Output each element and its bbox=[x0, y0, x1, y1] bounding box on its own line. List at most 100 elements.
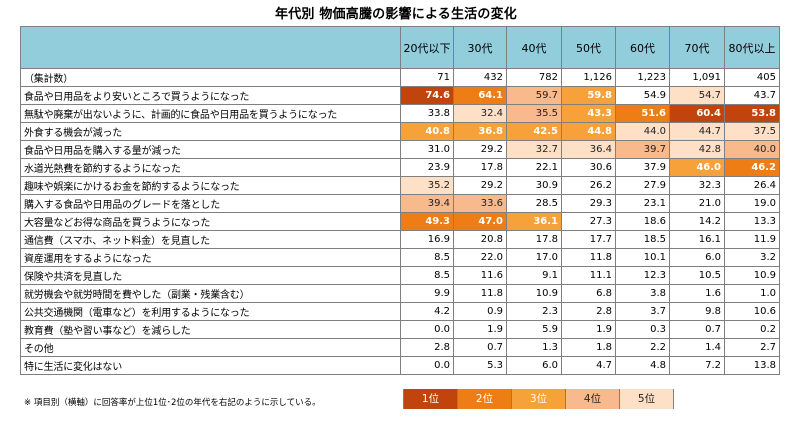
value-cell: 8.5 bbox=[400, 248, 454, 267]
table-row: 大容量などお得な商品を買うようになった 49.3 47.0 36.1 27.3 18.6 1… bbox=[20, 212, 780, 231]
count-label: （集計数） bbox=[20, 68, 401, 87]
value-cell: 11.6 bbox=[453, 266, 507, 285]
count-cell: 1,223 bbox=[615, 68, 670, 87]
value-cell: 28.5 bbox=[506, 194, 562, 213]
value-cell: 26.2 bbox=[561, 176, 616, 195]
value-cell: 30.6 bbox=[561, 158, 616, 177]
value-cell: 29.3 bbox=[561, 194, 616, 213]
value-cell: 4.2 bbox=[400, 302, 454, 321]
value-cell: 1.8 bbox=[561, 338, 616, 357]
column-header: 30代 bbox=[453, 26, 507, 69]
value-cell: 54.9 bbox=[615, 86, 670, 105]
column-header: 50代 bbox=[561, 26, 616, 69]
value-cell: 51.6 bbox=[615, 104, 670, 123]
row-label: 購入する食品や日用品のグレードを落とした bbox=[20, 194, 401, 213]
value-cell: 35.5 bbox=[506, 104, 562, 123]
value-cell: 9.9 bbox=[400, 284, 454, 303]
value-cell: 39.4 bbox=[400, 194, 454, 213]
value-cell: 27.9 bbox=[615, 176, 670, 195]
table-row: その他 2.8 0.7 1.3 1.8 2.2 1.4 2.7 bbox=[20, 338, 780, 357]
value-cell: 10.9 bbox=[724, 266, 780, 285]
legend-rank1: 1位 bbox=[404, 389, 458, 409]
value-cell: 10.9 bbox=[506, 284, 562, 303]
value-cell: 31.0 bbox=[400, 140, 454, 159]
value-cell: 0.2 bbox=[724, 320, 780, 339]
value-cell: 42.8 bbox=[669, 140, 725, 159]
value-cell: 19.0 bbox=[724, 194, 780, 213]
value-cell: 23.1 bbox=[615, 194, 670, 213]
value-cell: 36.8 bbox=[453, 122, 507, 141]
column-header: 40代 bbox=[506, 26, 562, 69]
value-cell: 0.7 bbox=[453, 338, 507, 357]
row-label: 無駄や廃棄が出ないように、計画的に食品や日用品を買うようになった bbox=[20, 104, 401, 123]
value-cell: 32.4 bbox=[453, 104, 507, 123]
value-cell: 46.2 bbox=[724, 158, 780, 177]
value-cell: 59.7 bbox=[506, 86, 562, 105]
table-row: 趣味や娯楽にかけるお金を節約するようになった 35.2 29.2 30.9 26.2 27… bbox=[20, 176, 780, 195]
value-cell: 9.1 bbox=[506, 266, 562, 285]
value-cell: 59.8 bbox=[561, 86, 616, 105]
value-cell: 5.9 bbox=[506, 320, 562, 339]
value-cell: 39.7 bbox=[615, 140, 670, 159]
value-cell: 3.8 bbox=[615, 284, 670, 303]
value-cell: 5.3 bbox=[453, 356, 507, 375]
value-cell: 47.0 bbox=[453, 212, 507, 231]
row-label: 教育費（塾や習い事など）を減らした bbox=[20, 320, 401, 339]
row-label: 保険や共済を見直した bbox=[20, 266, 401, 285]
legend-rank5: 5位 bbox=[620, 389, 674, 409]
count-cell: 71 bbox=[400, 68, 454, 87]
value-cell: 32.3 bbox=[669, 176, 725, 195]
value-cell: 1.0 bbox=[724, 284, 780, 303]
table-row: 就労機会や就労時間を費やした（副業・残業含む） 9.9 11.8 10.9 6.8 3.8… bbox=[20, 284, 780, 303]
value-cell: 0.0 bbox=[400, 356, 454, 375]
value-cell: 0.7 bbox=[669, 320, 725, 339]
legend-rank2: 2位 bbox=[458, 389, 512, 409]
value-cell: 2.8 bbox=[400, 338, 454, 357]
value-cell: 74.6 bbox=[400, 86, 454, 105]
value-cell: 1.3 bbox=[506, 338, 562, 357]
value-cell: 32.7 bbox=[506, 140, 562, 159]
value-cell: 11.9 bbox=[724, 230, 780, 249]
legend-rank4: 4位 bbox=[566, 389, 620, 409]
row-label: 趣味や娯楽にかけるお金を節約するようになった bbox=[20, 176, 401, 195]
count-cell: 1,126 bbox=[561, 68, 616, 87]
table-row: 通信費（スマホ、ネット料金）を見直した 16.9 20.8 17.8 17.7 18.5 1… bbox=[20, 230, 780, 249]
value-cell: 37.9 bbox=[615, 158, 670, 177]
value-cell: 26.4 bbox=[724, 176, 780, 195]
table-row: 資産運用をするようになった 8.5 22.0 17.0 11.8 10.1 6.0 3.2 bbox=[20, 248, 780, 267]
value-cell: 0.0 bbox=[400, 320, 454, 339]
value-cell: 30.9 bbox=[506, 176, 562, 195]
value-cell: 33.6 bbox=[453, 194, 507, 213]
footnote: ※ 項目別（横軸）に回答率が上位1位･2位の年代を右記のように示している。 bbox=[24, 398, 321, 408]
count-cell: 782 bbox=[506, 68, 562, 87]
value-cell: 2.7 bbox=[724, 338, 780, 357]
row-label: 資産運用をするようになった bbox=[20, 248, 401, 267]
value-cell: 22.0 bbox=[453, 248, 507, 267]
value-cell: 20.8 bbox=[453, 230, 507, 249]
row-label: 食品や日用品をより安いところで買うようになった bbox=[20, 86, 401, 105]
value-cell: 10.6 bbox=[724, 302, 780, 321]
value-cell: 40.8 bbox=[400, 122, 454, 141]
header-blank bbox=[20, 26, 401, 69]
value-cell: 17.8 bbox=[506, 230, 562, 249]
value-cell: 6.0 bbox=[669, 248, 725, 267]
table-row: 特に生活に変化はない 0.0 5.3 6.0 4.7 4.8 7.2 13.8 bbox=[20, 356, 780, 375]
value-cell: 1.9 bbox=[453, 320, 507, 339]
value-cell: 29.2 bbox=[453, 140, 507, 159]
value-cell: 11.1 bbox=[561, 266, 616, 285]
value-cell: 17.8 bbox=[453, 158, 507, 177]
count-cell: 432 bbox=[453, 68, 507, 87]
value-cell: 23.9 bbox=[400, 158, 454, 177]
value-cell: 11.8 bbox=[561, 248, 616, 267]
value-cell: 11.8 bbox=[453, 284, 507, 303]
row-label: 特に生活に変化はない bbox=[20, 356, 401, 375]
value-cell: 16.9 bbox=[400, 230, 454, 249]
value-cell: 17.0 bbox=[506, 248, 562, 267]
value-cell: 37.5 bbox=[724, 122, 780, 141]
value-cell: 21.0 bbox=[669, 194, 725, 213]
value-cell: 3.7 bbox=[615, 302, 670, 321]
column-header: 60代 bbox=[615, 26, 670, 69]
value-cell: 35.2 bbox=[400, 176, 454, 195]
value-cell: 18.5 bbox=[615, 230, 670, 249]
column-header: 70代 bbox=[669, 26, 725, 69]
